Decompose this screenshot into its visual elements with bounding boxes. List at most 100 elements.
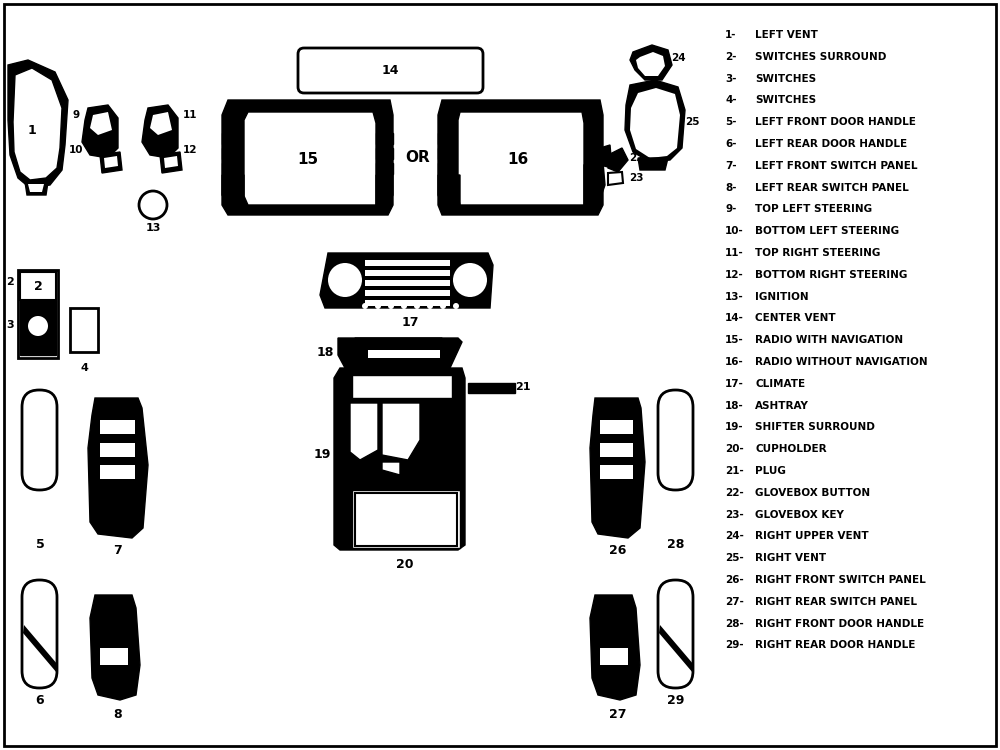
Text: 20-: 20- bbox=[725, 444, 744, 454]
Polygon shape bbox=[468, 383, 515, 393]
Polygon shape bbox=[600, 443, 633, 457]
Circle shape bbox=[139, 191, 167, 219]
Polygon shape bbox=[20, 300, 56, 355]
Polygon shape bbox=[90, 112, 112, 135]
Text: 9: 9 bbox=[72, 110, 80, 120]
Text: CENTER VENT: CENTER VENT bbox=[755, 314, 836, 323]
Text: 17: 17 bbox=[401, 316, 419, 329]
Text: LEFT FRONT SWITCH PANEL: LEFT FRONT SWITCH PANEL bbox=[755, 160, 918, 171]
Text: 17-: 17- bbox=[725, 379, 744, 388]
Polygon shape bbox=[164, 156, 178, 168]
Polygon shape bbox=[638, 158, 668, 170]
Text: RIGHT FRONT DOOR HANDLE: RIGHT FRONT DOOR HANDLE bbox=[755, 619, 924, 628]
Text: 16: 16 bbox=[507, 152, 529, 167]
Text: 15: 15 bbox=[297, 152, 319, 167]
FancyBboxPatch shape bbox=[22, 390, 57, 490]
Text: 26-: 26- bbox=[725, 575, 744, 585]
Polygon shape bbox=[70, 308, 98, 352]
Polygon shape bbox=[608, 172, 623, 185]
Text: 2: 2 bbox=[34, 280, 42, 292]
Text: 18: 18 bbox=[316, 346, 334, 358]
Polygon shape bbox=[150, 112, 172, 135]
Circle shape bbox=[453, 303, 459, 309]
Polygon shape bbox=[222, 133, 238, 144]
Polygon shape bbox=[600, 648, 628, 665]
Text: RIGHT REAR SWITCH PANEL: RIGHT REAR SWITCH PANEL bbox=[755, 597, 917, 607]
Text: TOP RIGHT STEERING: TOP RIGHT STEERING bbox=[755, 248, 880, 258]
Text: SWITCHES SURROUND: SWITCHES SURROUND bbox=[755, 52, 886, 62]
Circle shape bbox=[440, 303, 446, 309]
Text: 25-: 25- bbox=[725, 554, 744, 563]
Polygon shape bbox=[8, 60, 68, 188]
Polygon shape bbox=[382, 403, 420, 460]
Circle shape bbox=[375, 303, 381, 309]
Polygon shape bbox=[659, 625, 694, 673]
Text: 24: 24 bbox=[671, 53, 685, 63]
Polygon shape bbox=[355, 493, 457, 546]
Text: LEFT REAR SWITCH PANEL: LEFT REAR SWITCH PANEL bbox=[755, 182, 909, 193]
Text: SWITCHES: SWITCHES bbox=[755, 95, 816, 106]
FancyBboxPatch shape bbox=[658, 390, 693, 490]
Text: RIGHT FRONT SWITCH PANEL: RIGHT FRONT SWITCH PANEL bbox=[755, 575, 926, 585]
Text: 4: 4 bbox=[80, 363, 88, 373]
Circle shape bbox=[453, 263, 487, 297]
Text: 23-: 23- bbox=[725, 509, 744, 520]
Text: RIGHT VENT: RIGHT VENT bbox=[755, 554, 826, 563]
Polygon shape bbox=[438, 175, 460, 205]
Polygon shape bbox=[90, 595, 140, 700]
Text: SHIFTER SURROUND: SHIFTER SURROUND bbox=[755, 422, 875, 433]
Text: 5: 5 bbox=[36, 538, 44, 551]
Text: 6: 6 bbox=[36, 694, 44, 706]
Circle shape bbox=[362, 303, 368, 309]
Text: BOTTOM RIGHT STEERING: BOTTOM RIGHT STEERING bbox=[755, 270, 907, 280]
Polygon shape bbox=[382, 462, 400, 475]
Polygon shape bbox=[88, 398, 148, 538]
Text: 25: 25 bbox=[685, 117, 699, 127]
Polygon shape bbox=[100, 648, 128, 665]
Polygon shape bbox=[82, 105, 118, 158]
Polygon shape bbox=[100, 443, 135, 457]
Polygon shape bbox=[438, 163, 456, 174]
Text: 13: 13 bbox=[145, 223, 161, 233]
Text: SWITCHES: SWITCHES bbox=[755, 74, 816, 83]
Text: BOTTOM LEFT STEERING: BOTTOM LEFT STEERING bbox=[755, 226, 899, 236]
Polygon shape bbox=[222, 163, 238, 174]
Polygon shape bbox=[334, 368, 465, 550]
Polygon shape bbox=[365, 280, 450, 286]
Text: 18-: 18- bbox=[725, 400, 744, 410]
Polygon shape bbox=[244, 112, 376, 205]
Text: 14: 14 bbox=[381, 64, 399, 76]
Text: RIGHT UPPER VENT: RIGHT UPPER VENT bbox=[755, 532, 869, 542]
Circle shape bbox=[388, 303, 394, 309]
Polygon shape bbox=[104, 156, 118, 168]
Text: 6-: 6- bbox=[725, 139, 736, 149]
Text: 29-: 29- bbox=[725, 640, 744, 650]
Polygon shape bbox=[28, 184, 44, 192]
Polygon shape bbox=[584, 162, 605, 205]
Polygon shape bbox=[376, 133, 393, 144]
Polygon shape bbox=[438, 148, 456, 159]
Polygon shape bbox=[222, 100, 393, 215]
Text: 28-: 28- bbox=[725, 619, 744, 628]
Text: 11: 11 bbox=[183, 110, 197, 120]
Polygon shape bbox=[23, 625, 58, 673]
Text: 3-: 3- bbox=[725, 74, 736, 83]
Polygon shape bbox=[368, 350, 440, 358]
Text: 20: 20 bbox=[396, 559, 414, 572]
FancyBboxPatch shape bbox=[298, 48, 483, 93]
Circle shape bbox=[414, 303, 420, 309]
Polygon shape bbox=[222, 148, 238, 159]
Text: 12-: 12- bbox=[725, 270, 744, 280]
Polygon shape bbox=[625, 80, 685, 162]
Text: 21: 21 bbox=[515, 382, 531, 392]
Polygon shape bbox=[600, 145, 612, 168]
Polygon shape bbox=[100, 465, 135, 479]
Text: RADIO WITH NAVIGATION: RADIO WITH NAVIGATION bbox=[755, 335, 903, 345]
Text: 22: 22 bbox=[629, 153, 643, 163]
Circle shape bbox=[328, 263, 362, 297]
Text: 24-: 24- bbox=[725, 532, 744, 542]
Text: 1: 1 bbox=[28, 124, 36, 136]
Polygon shape bbox=[352, 490, 460, 548]
Text: 3: 3 bbox=[6, 320, 14, 330]
Circle shape bbox=[401, 303, 407, 309]
